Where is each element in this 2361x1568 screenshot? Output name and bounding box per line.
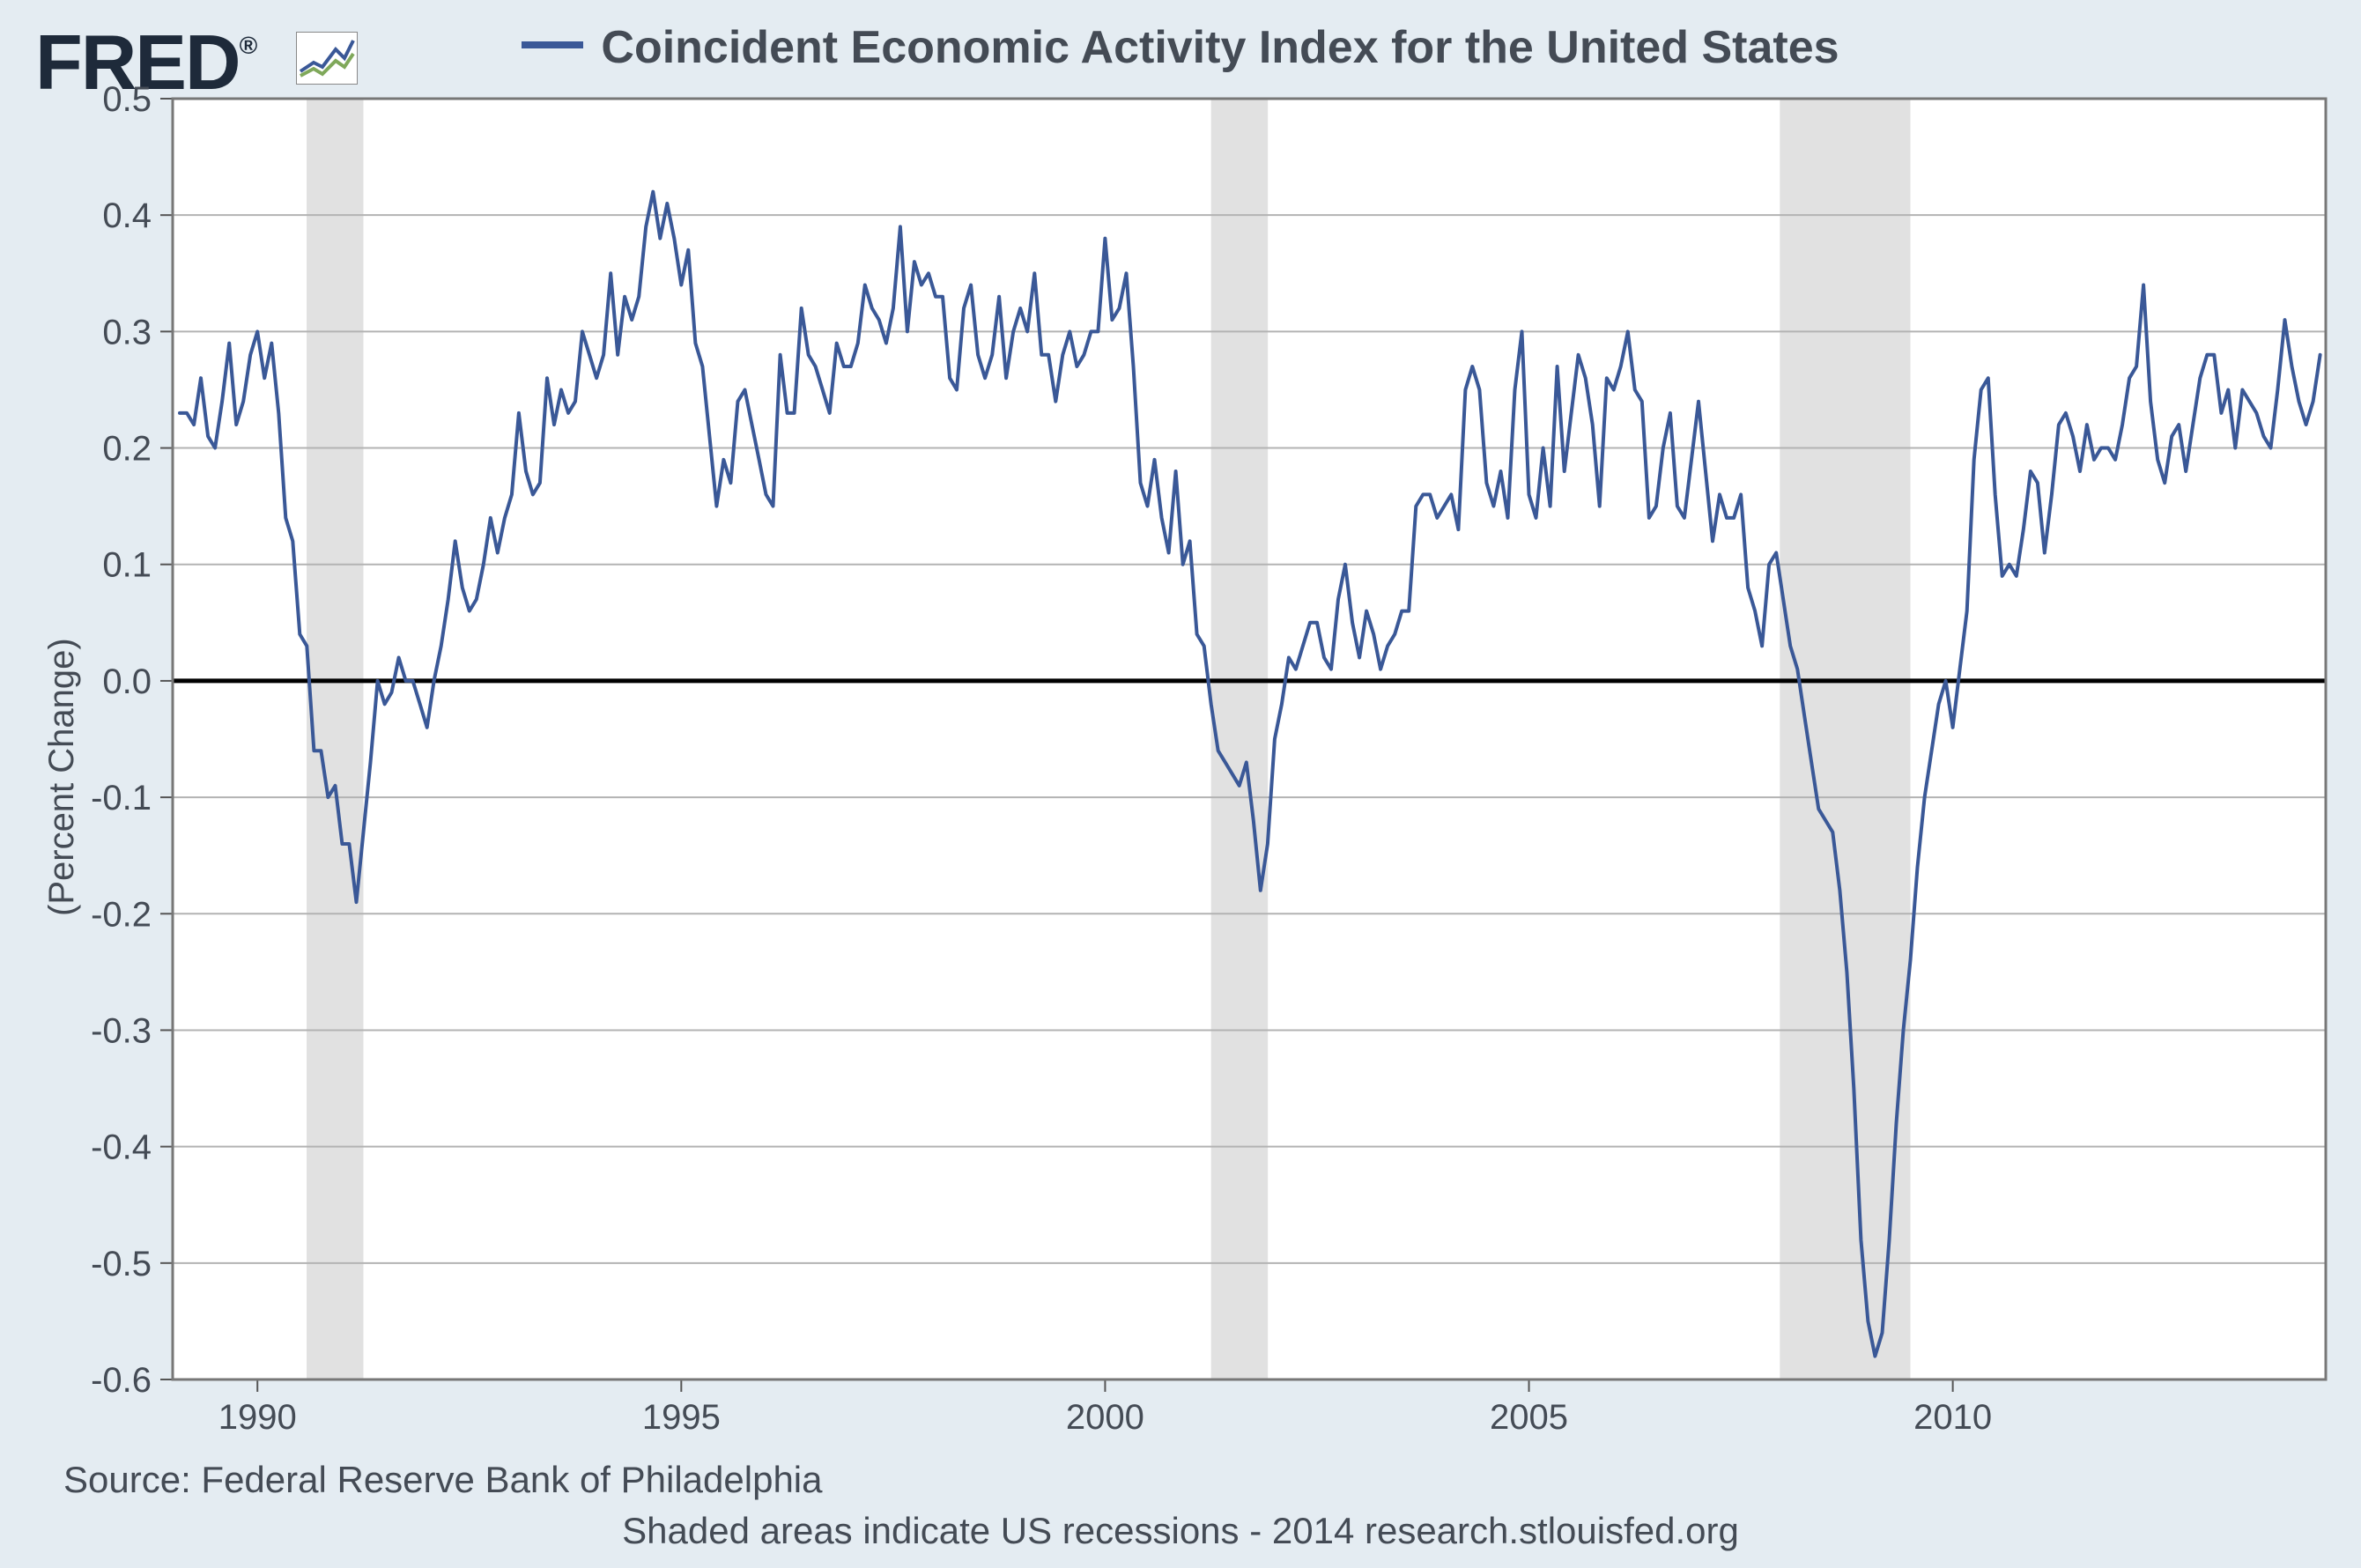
x-tick-label: 1995 bbox=[642, 1398, 721, 1437]
x-tick-label: 1990 bbox=[218, 1398, 297, 1437]
chart-svg: -0.6 -0.5 -0.4 -0.3 -0.2 -0.1 0.0 0.1 0.2 0.3 0.4 0… bbox=[0, 0, 2361, 1568]
x-tick-label: 2005 bbox=[1490, 1398, 1568, 1437]
y-tick-label: 0.2 bbox=[102, 430, 152, 469]
y-tick-label: 0.4 bbox=[102, 196, 152, 235]
y-tick-label: 0.1 bbox=[102, 546, 152, 585]
recession-note: Shaded areas indicate US recessions - 20… bbox=[0, 1510, 2361, 1552]
y-tick-label: -0.5 bbox=[91, 1245, 152, 1283]
y-tick-label: -0.6 bbox=[91, 1361, 152, 1400]
x-tick-label: 2010 bbox=[1913, 1398, 1992, 1437]
y-tick-label: 0.3 bbox=[102, 313, 152, 351]
y-tick-label: 0.5 bbox=[102, 80, 152, 119]
y-tick-label: 0.0 bbox=[102, 662, 152, 701]
chart-container: FRED® Coincident Economic Activity Index… bbox=[0, 0, 2361, 1568]
y-tick-label: -0.2 bbox=[91, 895, 152, 934]
x-tick-label: 2000 bbox=[1066, 1398, 1144, 1437]
y-tick-label: -0.1 bbox=[91, 779, 152, 817]
y-tick-label: -0.4 bbox=[91, 1128, 152, 1167]
source-text: Source: Federal Reserve Bank of Philadel… bbox=[63, 1459, 823, 1501]
y-tick-label: -0.3 bbox=[91, 1011, 152, 1050]
